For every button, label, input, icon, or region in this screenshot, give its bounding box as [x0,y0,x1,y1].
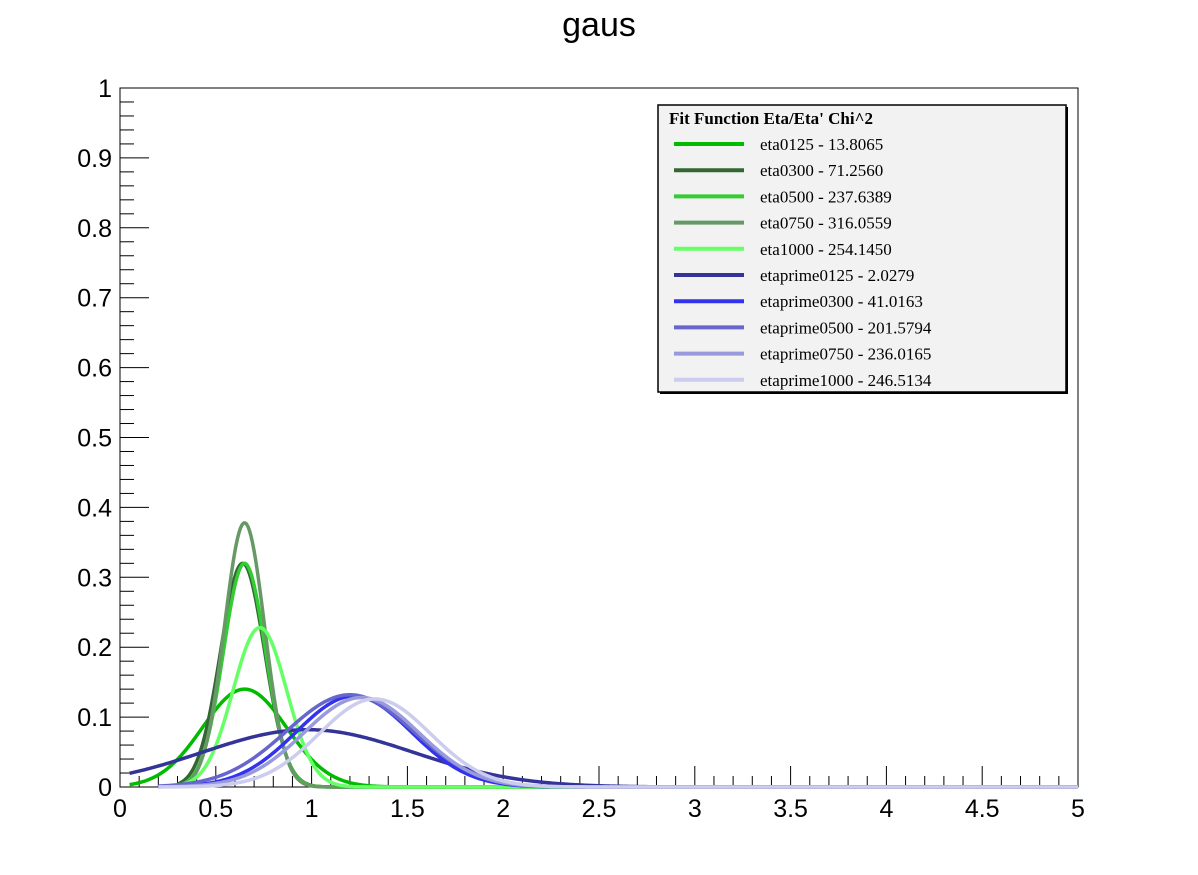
x-tick-label: 0 [113,795,127,823]
x-tick-label: 2.5 [582,795,617,823]
y-tick-label: 0.3 [77,564,112,592]
y-tick-label: 0.8 [77,215,112,243]
legend-entry-label: etaprime0750 - 236.0165 [760,345,931,364]
x-tick-label: 2 [496,795,510,823]
y-tick-label: 1 [98,75,112,103]
y-tick-label: 0.5 [77,425,112,453]
y-tick-label: 0.9 [77,145,112,173]
legend-entry-label: eta0125 - 13.8065 [760,135,883,154]
curve-series-10 [158,697,1079,789]
legend-entry-label: eta0750 - 316.0559 [760,214,892,233]
x-tick-label: 0.5 [198,795,233,823]
y-tick-label: 0.6 [77,355,112,383]
x-tick-label: 1 [305,795,319,823]
legend-entry-label: eta1000 - 254.1450 [760,240,892,259]
legend-entry-label: etaprime0300 - 41.0163 [760,292,923,311]
legend-title: Fit Function Eta/Eta' Chi^2 [669,109,873,128]
legend-entry-label: etaprime0125 - 2.0279 [760,266,914,285]
axes: 0 0.5 1 1.5 2 2.5 3 3.5 4 4.5 5 0 0.1 0.2 0.3 0.4 0.5 0.6… [77,75,1085,823]
y-tick-label: 0.1 [77,704,112,732]
y-tick-label: 0.2 [77,634,112,662]
x-tick-label: 3.5 [773,795,808,823]
x-tick-label: 4 [879,795,893,823]
x-tick-label: 4.5 [965,795,1000,823]
x-tick-label: 5 [1071,795,1085,823]
y-tick-label: 0.7 [77,285,112,313]
y-tick-label: 0 [98,774,112,802]
chart-title: gaus [562,6,636,44]
legend-entry-label: eta0500 - 237.6389 [760,187,892,206]
y-tick-label: 0.4 [77,494,112,522]
legend-entry-label: etaprime1000 - 246.5134 [760,371,932,390]
legend-entry-label: etaprime0500 - 201.5794 [760,318,932,337]
legend: Fit Function Eta/Eta' Chi^2 eta0125 - 13.… [657,104,1068,394]
curves [129,521,1079,789]
x-tick-label: 1.5 [390,795,425,823]
x-tick-label: 3 [688,795,702,823]
legend-entry-label: eta0300 - 71.2560 [760,161,883,180]
